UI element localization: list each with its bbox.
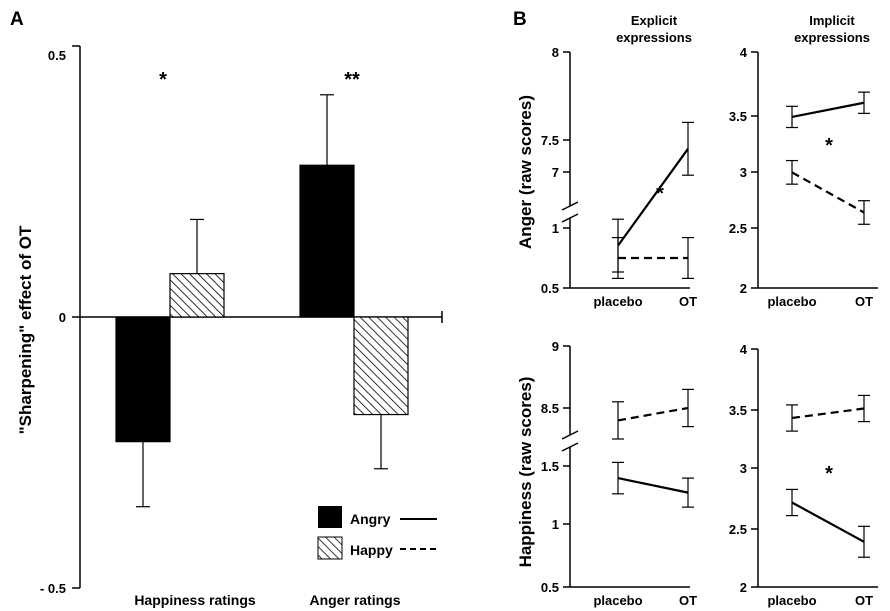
error-bar-happy-1 [858,394,870,423]
bar-happy-0 [169,273,225,318]
series-line-angry [791,501,865,543]
panel-a-tick-label-top: 0.5 [48,48,66,63]
bar-angry-0 [115,316,171,443]
series-line-angry [617,477,689,494]
legend-label-happy: Happy [350,542,393,558]
subplot-1: 8 7.5 7 1 0.5 placebo OT * [541,45,697,309]
series-line-happy [617,406,689,422]
column-title-implicit-line1: Implicit [809,13,855,28]
significance-marker: * [656,183,664,205]
panel-a-tick-label-bottom: - 0.5 [40,581,66,596]
y-tick-label: 2 [740,580,747,595]
error-bar-happy-0 [612,401,624,440]
axis-break-mark [561,201,579,211]
y-tick-label: 8.5 [541,401,559,416]
panel-a-bar-chart: "Sharpening" effect of OT 0.5 0 - 0.5 Ha… [16,45,443,608]
subplot-3: 9 8.5 1.5 1 0.5 placebo OT [541,339,697,608]
y-tick-label: 3 [740,461,747,476]
panel-a-category-anger: Anger ratings [309,592,400,608]
y-tick-label: 1.5 [541,459,559,474]
legend-label-angry: Angry [350,511,391,527]
error-bar-angry-1 [682,121,694,176]
error-bar-happy-0 [786,404,798,432]
error-bar-angry-0 [786,488,798,517]
panel-label-a: A [10,9,24,30]
chart-marks: 8 7.5 7 1 0.5 placebo OT * 4 3.5 3 2.5 2 placebo OT * 9 8… [115,45,878,608]
series-line-happy [791,171,865,214]
y-tick-label: 3.5 [729,109,747,124]
axis-break-mark [561,213,579,223]
subplot-4: 4 3.5 3 2.5 2 placebo OT * [729,342,878,608]
x-tick-label-placebo: placebo [767,593,816,608]
error-bar-angry-0 [136,441,150,508]
x-tick-label-placebo: placebo [593,294,642,309]
y-tick-label: 1 [552,517,559,532]
error-bar-happy-1 [374,414,388,470]
column-title-implicit-line2: expressions [794,30,870,45]
y-tick-label: 0.5 [541,580,559,595]
significance-marker: * [825,463,833,485]
subplot-2: 4 3.5 3 2.5 2 placebo OT * [729,45,878,309]
panel-label-b: B [513,9,527,30]
y-tick-label: 7.5 [541,133,559,148]
y-tick-label: 9 [552,339,559,354]
panel-b-line-charts: Explicit expressions Implicit expression… [516,13,870,567]
x-tick-label-ot: OT [855,593,873,608]
y-tick-label: 2.5 [729,522,747,537]
significance-marker: * [825,135,833,157]
x-tick-label-ot: OT [679,294,697,309]
error-bar-happy-0 [190,218,204,274]
error-bar-angry-0 [786,105,798,129]
y-tick-label: 1 [552,221,559,236]
y-tick-label: 7 [552,165,559,180]
bar-happy-1 [353,316,409,416]
series-line-angry [617,148,689,247]
legend-swatch-angry [318,506,342,528]
y-tick-label: 3.5 [729,403,747,418]
legend-swatch-happy [317,536,343,560]
x-tick-label-placebo: placebo [593,593,642,608]
y-tick-label: 0.5 [541,281,559,296]
panel-a-significance-anger: ** [344,69,360,91]
error-bar-happy-1 [858,200,870,225]
error-bar-angry-1 [858,525,870,558]
series-line-happy [791,407,865,420]
y-tick-label: 4 [740,45,748,60]
happiness-y-axis-label: Happiness (raw scores) [516,377,535,568]
panel-a-legend: Angry Happy [317,506,437,560]
y-tick-label: 2 [740,281,747,296]
column-title-explicit-line1: Explicit [631,13,678,28]
x-tick-label-placebo: placebo [767,294,816,309]
series-line-angry [791,101,865,118]
y-tick-label: 8 [552,45,559,60]
y-tick-label: 2.5 [729,221,747,236]
anger-y-axis-label: Anger (raw scores) [516,95,535,249]
error-bar-happy-0 [612,237,624,279]
bar-angry-1 [299,164,355,318]
panel-a-category-happiness: Happiness ratings [134,592,256,608]
x-tick-label-ot: OT [855,294,873,309]
error-bar-angry-1 [320,94,334,166]
error-bar-happy-1 [682,237,694,279]
y-tick-label: 3 [740,165,747,180]
y-tick-label: 4 [740,342,748,357]
error-bar-angry-1 [682,477,694,508]
error-bar-happy-0 [786,159,798,185]
axis-break-mark [561,430,579,440]
x-tick-label-ot: OT [679,593,697,608]
panel-a-significance-happiness: * [159,69,167,91]
panel-a-y-axis-label: "Sharpening" effect of OT [16,225,35,434]
error-bar-happy-1 [682,388,694,428]
axis-break-mark [561,442,579,452]
column-title-explicit-line2: expressions [616,30,692,45]
error-bar-angry-0 [612,461,624,495]
error-bar-angry-1 [858,91,870,114]
panel-a-tick-label-zero: 0 [59,310,66,325]
